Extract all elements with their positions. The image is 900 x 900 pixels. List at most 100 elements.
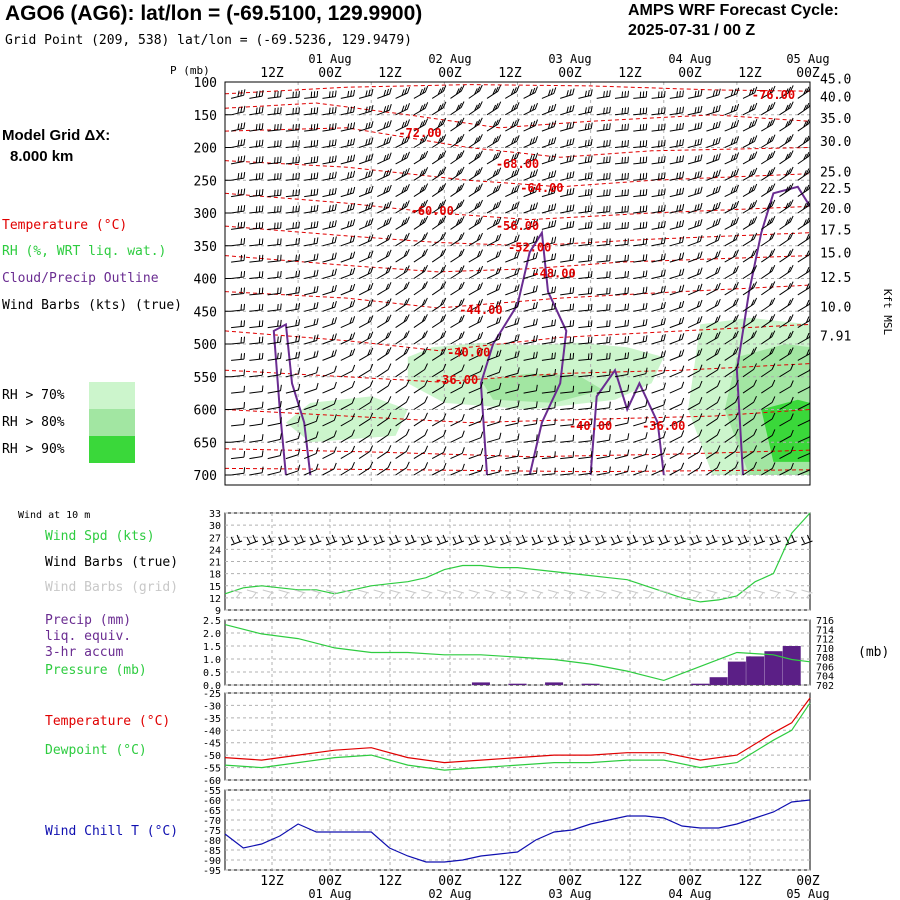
wind-barb [687,461,703,476]
wind-barb [797,184,810,198]
wind-barb [377,120,392,132]
wind-barb [596,352,611,361]
wind-barb [779,101,794,116]
wind-barb [578,139,593,148]
pressure-tick-label: 600 [194,404,217,419]
bottom-day-label: 02 Aug [428,887,471,900]
wind-barb [285,319,301,329]
wind-barb [596,238,611,247]
precip-panel [224,619,811,686]
wind-barb [285,383,301,394]
wind-barb [651,156,666,165]
wind-barb [633,367,648,378]
temp-ytick-label: -25 [203,689,221,700]
isotherm-label: -60.00 [411,204,454,218]
wind10-grid-barb [658,589,671,599]
wind-barb [486,316,502,329]
wind-barb [486,283,502,296]
wind-barb [377,330,392,345]
wind-barb [651,447,666,460]
wind-barb [779,281,794,296]
wind-barb [523,102,538,116]
wind-barb [450,281,465,296]
wind-barb [724,184,739,198]
wind10-barb [801,534,813,546]
wind-barb [395,379,410,394]
wind-barb [267,270,282,279]
wind-barb [431,446,447,460]
wind-barb [742,167,758,181]
isotherm-line-2 [225,127,810,158]
temp-ytick-label: -35 [203,714,221,725]
wind-barb [523,119,538,132]
wind-barb [651,431,666,443]
wind-barb [651,301,666,312]
wind-barb [486,200,502,214]
wind-barb [541,203,557,214]
wind-barb [651,269,666,279]
wind-barb [450,331,465,345]
precip-bar [764,651,783,685]
wind-barb [285,91,300,99]
wind-barb [450,133,465,148]
wind-barb [486,432,502,443]
wind-barb [633,91,648,99]
wind-barb [779,183,794,198]
wind-barb [596,123,611,132]
bottom-day-label: 04 Aug [668,887,711,900]
temp-ytick-label: -45 [203,739,221,750]
wind-barb [304,172,319,181]
top-hour-label: 00Z [318,66,342,81]
wind-barb [797,467,810,476]
wind-barb [578,287,593,296]
wind-barb [560,220,575,230]
wind-barb [322,397,337,410]
dewpoint-panel-label: Dewpoint (°C) [45,743,147,758]
wind-barb [431,462,447,476]
wind-barb [742,232,758,247]
wind10-grid-barb [230,589,243,599]
wind10-grid-barb [627,589,639,599]
wind-barb [322,123,337,132]
isotherm-line-5 [225,225,810,247]
wind-barb [377,314,392,329]
chill-ytick-label: -65 [203,806,221,817]
wind-barb [669,284,685,296]
wind10-barb [531,534,544,546]
wind-barb [249,156,264,165]
wind10-barb [246,534,259,546]
wind-barb [285,448,301,460]
wind-barb [614,123,629,132]
wind-barb [322,155,337,165]
wind-barb [779,413,794,427]
wind-barb [797,151,810,165]
wind-barb [761,215,776,230]
wind-barb [724,395,739,410]
wind-barb [358,461,374,476]
wind-barb [669,365,685,378]
wind-barb [651,253,666,263]
wind-barb [797,299,810,312]
wind10-barb [357,534,370,546]
wind-barb [285,156,300,165]
wind-barb [706,250,721,263]
wind-barb [468,265,484,279]
wind-barb [541,170,557,181]
wind-barb [413,429,429,443]
precip-bar [782,646,801,685]
wind10-barb [420,534,433,546]
wind-barb [377,103,392,116]
wind-barb [322,430,337,443]
wind-barb [541,451,556,460]
wind10-grid-barb [389,589,401,599]
wind-barb [340,202,356,214]
wind-barb [377,298,392,312]
wind-barb [541,103,557,116]
wind-barb [706,185,721,198]
wind10-grid-barb [484,589,496,599]
wind-barb [304,237,319,247]
wind-barb [779,380,794,394]
wind-barb [231,353,245,361]
wind-barb [505,367,520,378]
wind-barb [633,383,648,394]
